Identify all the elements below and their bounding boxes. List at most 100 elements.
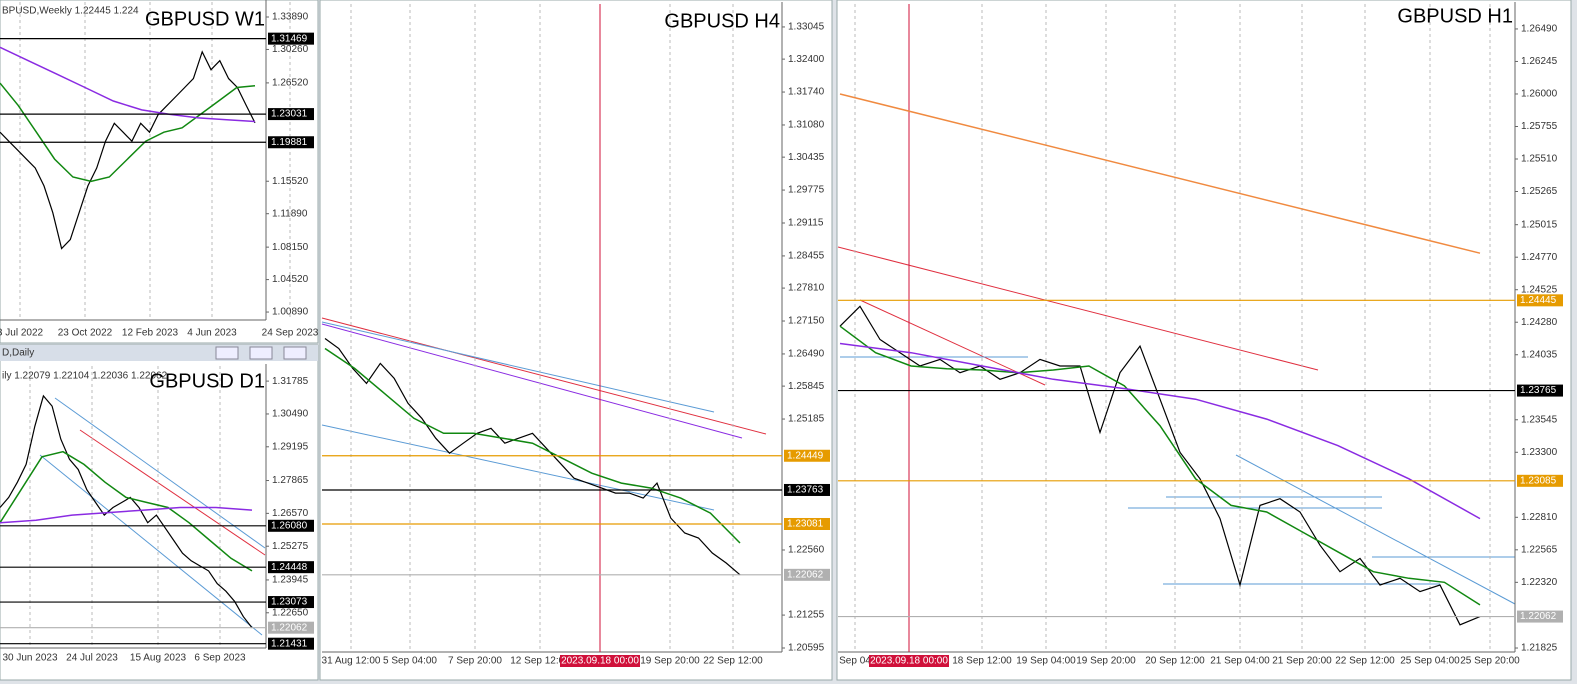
x-tick-label: 3 Jul 2022 (0, 328, 44, 339)
level-label: 1.23085 (1520, 475, 1557, 486)
level-box (784, 449, 830, 462)
indicator-line (0, 82, 256, 183)
level-box (268, 596, 314, 609)
y-tick-label: 1.23945 (272, 575, 309, 586)
y-tick-label: 1.25510 (1521, 154, 1558, 165)
level-label: 1.22062 (271, 622, 308, 633)
y-tick-label: 1.00890 (272, 307, 309, 318)
y-tick-label: 1.29775 (788, 185, 825, 196)
level-label: 1.23763 (787, 485, 824, 496)
level-box (1517, 384, 1563, 397)
x-tick-label: 15 Aug 2023 (130, 653, 187, 664)
level-label: 1.21431 (271, 638, 308, 649)
marker-label: 2023.09.18 00:00 (561, 656, 639, 667)
level-label: 1.24449 (787, 450, 824, 461)
y-tick-label: 1.21255 (788, 610, 825, 621)
level-label: 1.23081 (787, 519, 824, 530)
indicator-line (0, 506, 253, 524)
indicator-line (839, 342, 1481, 520)
level-label: 1.23073 (271, 597, 308, 608)
trend-line (859, 299, 1046, 386)
level-box (1517, 294, 1563, 307)
marker-box (869, 655, 949, 667)
y-tick-label: 1.11890 (272, 208, 308, 219)
y-tick-label: 1.31740 (788, 87, 825, 98)
level-label: 1.23765 (1520, 385, 1557, 396)
y-tick-label: 1.23300 (1521, 447, 1558, 458)
level-box (784, 483, 830, 496)
y-tick-label: 1.24770 (1521, 252, 1558, 263)
trend-line (321, 321, 715, 413)
pane-d1 (0, 344, 319, 681)
level-label: 1.22062 (787, 569, 824, 580)
x-tick-label: 5 Sep 04:00 (383, 656, 437, 667)
y-tick-label: 1.24035 (1521, 349, 1558, 360)
level-label: 1.22062 (1520, 611, 1557, 622)
x-tick-label: 24 Jul 2023 (66, 653, 118, 664)
y-tick-label: 1.22560 (788, 545, 825, 556)
y-tick-label: 1.25265 (1521, 186, 1558, 197)
trend-line (54, 397, 266, 549)
y-tick-label: 1.30490 (272, 409, 309, 420)
x-tick-label: 12 Feb 2023 (122, 328, 179, 339)
level-label: 1.19881 (271, 137, 308, 148)
x-tick-label: 19 Sep 04:00 (1016, 656, 1076, 667)
x-tick-label: 25 Sep 20:00 (1460, 656, 1520, 667)
level-box (268, 519, 314, 532)
y-tick-label: 1.27810 (788, 283, 825, 294)
trend-line (1235, 454, 1516, 605)
indicator-line (0, 450, 253, 572)
chart-title: GBPUSD D1 (149, 370, 265, 392)
y-tick-label: 1.33890 (272, 12, 309, 23)
price-line (839, 305, 1481, 626)
x-tick-label: 19 Sep 20:00 (1076, 656, 1136, 667)
y-tick-label: 1.30260 (272, 44, 309, 55)
close-button[interactable] (283, 346, 307, 360)
y-tick-label: 1.23545 (1521, 414, 1558, 425)
x-tick-label: 25 Sep 04:00 (1400, 656, 1460, 667)
level-label: 1.31469 (271, 33, 308, 44)
y-tick-label: 1.22810 (1521, 512, 1558, 523)
y-tick-label: 1.27865 (272, 475, 309, 486)
level-box (268, 136, 314, 149)
y-tick-label: 1.25845 (788, 381, 825, 392)
price-line (0, 394, 253, 629)
x-tick-label: 18 Sep 12:00 (952, 656, 1012, 667)
x-tick-label: 24 Sep 2023 (262, 328, 319, 339)
y-tick-label: 1.22320 (1521, 577, 1558, 588)
y-tick-label: 1.30435 (788, 152, 825, 163)
indicator-line (324, 347, 741, 544)
y-tick-label: 1.31080 (788, 120, 825, 131)
level-box (268, 32, 314, 45)
indicator-line (0, 46, 256, 123)
level-box (784, 517, 830, 530)
chart-title: GBPUSD H4 (664, 10, 780, 32)
trend-line (39, 454, 263, 636)
x-tick-label: 12 Sep 12:00 (510, 656, 570, 667)
level-label: 1.26080 (271, 520, 308, 531)
x-tick-label: 22 Sep 12:00 (703, 656, 763, 667)
level-box (268, 108, 314, 121)
x-tick-label: 22 Sep 12:00 (1335, 656, 1395, 667)
maximize-button[interactable] (249, 346, 273, 360)
trend-line (321, 323, 743, 439)
level-box (268, 637, 314, 650)
level-box (1517, 474, 1563, 487)
y-tick-label: 1.25185 (788, 414, 825, 425)
y-tick-label: 1.08150 (272, 242, 309, 253)
chart-header: ily 1.22079 1.22104 1.22036 1.22062 (2, 371, 168, 382)
level-box (784, 568, 830, 581)
x-tick-label: 21 Sep 20:00 (1272, 656, 1332, 667)
pane-h1 (836, 0, 1572, 681)
x-tick-label: 21 Sep 04:00 (1210, 656, 1270, 667)
minimize-button[interactable] (215, 346, 239, 360)
y-tick-label: 1.26520 (272, 78, 309, 89)
y-tick-label: 1.32400 (788, 54, 825, 65)
chart-title: GBPUSD H1 (1397, 5, 1513, 27)
price-line (0, 50, 256, 250)
pane-w1 (0, 0, 319, 344)
chart-title: GBPUSD W1 (145, 8, 265, 30)
y-tick-label: 1.24280 (1521, 317, 1558, 328)
